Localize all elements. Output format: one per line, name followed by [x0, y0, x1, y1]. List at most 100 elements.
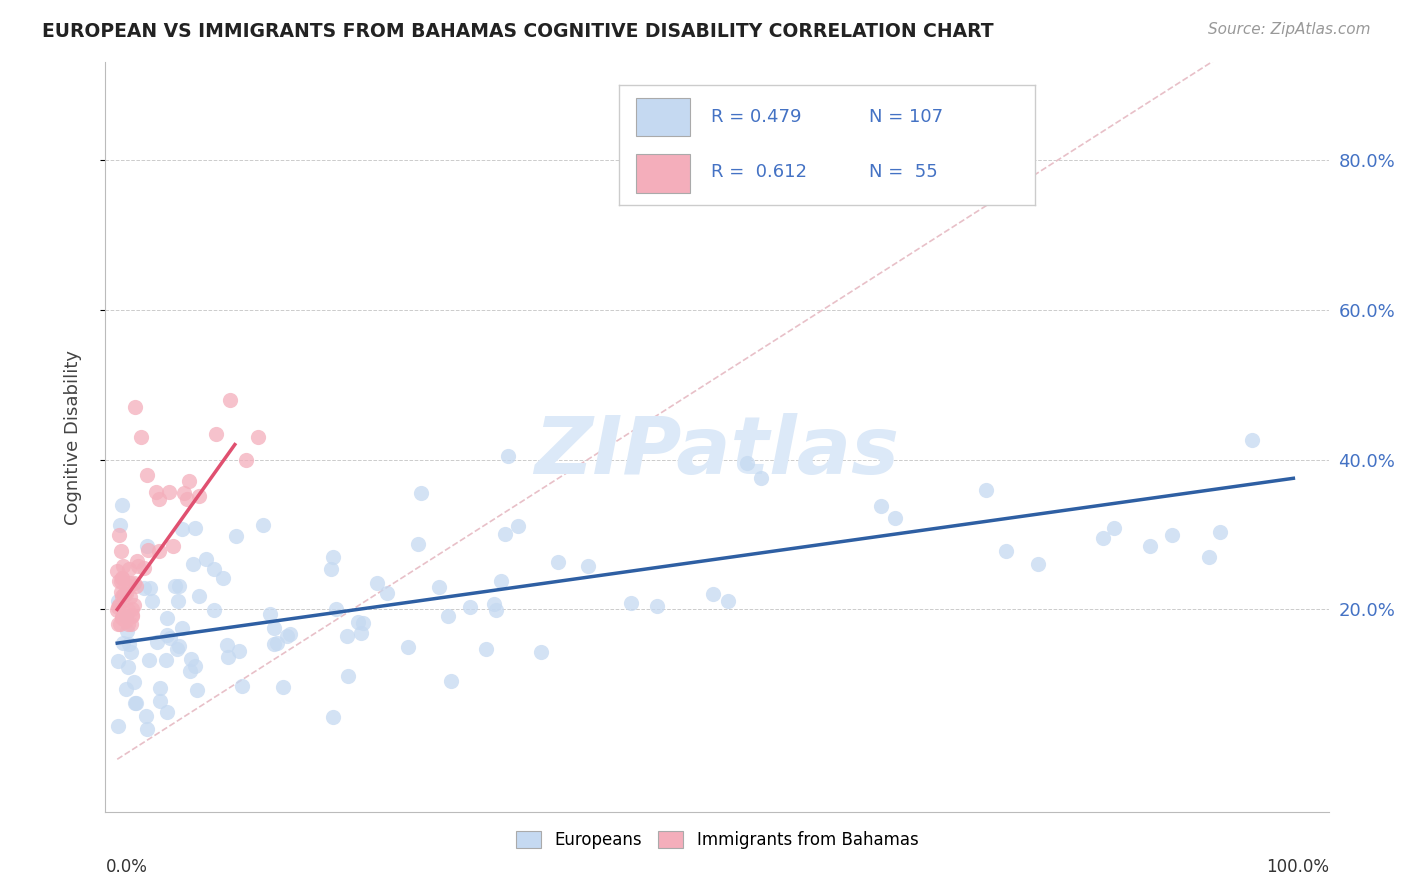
Point: [108, 517, 131, 532]
Point: [717, 594, 740, 608]
Point: [117, 660, 139, 674]
Point: [125, 696, 148, 710]
Point: [110, 574, 132, 588]
Point: [156, 705, 179, 719]
Point: [120, 617, 142, 632]
Point: [266, 636, 288, 650]
Point: [148, 492, 170, 507]
Point: [1160, 527, 1182, 541]
Point: [1209, 524, 1232, 539]
Point: [994, 544, 1017, 558]
Point: [219, 392, 242, 407]
Point: [111, 610, 134, 624]
Point: [124, 696, 146, 710]
Point: [127, 559, 149, 574]
Text: 0.0%: 0.0%: [105, 858, 148, 876]
Point: [135, 723, 157, 737]
Point: [235, 453, 257, 467]
Point: [1241, 434, 1264, 448]
Point: [111, 610, 134, 624]
Point: [110, 584, 132, 599]
Point: [115, 587, 138, 601]
Legend: Europeans, Immigrants from Bahamas: Europeans, Immigrants from Bahamas: [509, 824, 925, 855]
Point: [181, 558, 204, 572]
Point: [188, 489, 211, 503]
Point: [170, 522, 193, 536]
Point: [135, 467, 157, 482]
Point: [162, 539, 184, 553]
Point: [107, 594, 129, 608]
Point: [159, 631, 181, 645]
Point: [125, 554, 148, 568]
Point: [252, 518, 274, 533]
Point: [148, 544, 170, 558]
Point: [184, 521, 207, 535]
Point: [576, 558, 599, 573]
Point: [547, 555, 569, 569]
Point: [749, 470, 772, 484]
Point: [110, 544, 132, 558]
Point: [105, 565, 128, 579]
Point: [176, 491, 198, 506]
Point: [1139, 539, 1161, 553]
Point: [620, 596, 643, 610]
Point: [111, 571, 134, 585]
Point: [115, 681, 138, 696]
Point: [124, 400, 146, 414]
Text: ZIPatlas: ZIPatlas: [534, 413, 900, 491]
Point: [136, 543, 159, 558]
Point: [1091, 531, 1114, 545]
Point: [138, 653, 160, 667]
Point: [263, 621, 285, 635]
Point: [217, 649, 239, 664]
Point: [121, 602, 143, 616]
Point: [212, 571, 235, 585]
Point: [149, 694, 172, 708]
Point: [494, 526, 516, 541]
Point: [111, 571, 134, 585]
Point: [112, 558, 135, 573]
Point: [319, 562, 342, 576]
Point: [427, 580, 450, 594]
Point: [118, 562, 141, 576]
Point: [135, 540, 157, 554]
Point: [118, 579, 141, 593]
Point: [440, 674, 463, 689]
Point: [107, 600, 129, 615]
Point: [231, 680, 253, 694]
Point: [129, 430, 152, 444]
Point: [145, 484, 167, 499]
Point: [108, 574, 131, 588]
Point: [166, 641, 188, 656]
Point: [117, 602, 139, 616]
Point: [155, 653, 177, 667]
Point: [117, 617, 139, 632]
Point: [179, 665, 201, 679]
Point: [111, 499, 134, 513]
Point: [202, 561, 225, 575]
Point: [336, 629, 359, 643]
Text: 100.0%: 100.0%: [1265, 858, 1329, 876]
Point: [352, 616, 374, 631]
Point: [485, 603, 508, 617]
Point: [149, 681, 172, 695]
Point: [173, 485, 195, 500]
Point: [702, 587, 724, 601]
Point: [157, 484, 180, 499]
Point: [188, 589, 211, 603]
Point: [263, 637, 285, 651]
Point: [108, 528, 131, 542]
Point: [347, 615, 370, 629]
Point: [186, 682, 208, 697]
Point: [276, 629, 298, 643]
Point: [735, 456, 758, 470]
Point: [202, 602, 225, 616]
Point: [1198, 550, 1220, 565]
Point: [180, 652, 202, 666]
Point: [437, 609, 460, 624]
Point: [134, 581, 156, 595]
Point: [121, 607, 143, 622]
Point: [115, 624, 138, 638]
Point: [118, 637, 141, 651]
Point: [204, 427, 226, 442]
